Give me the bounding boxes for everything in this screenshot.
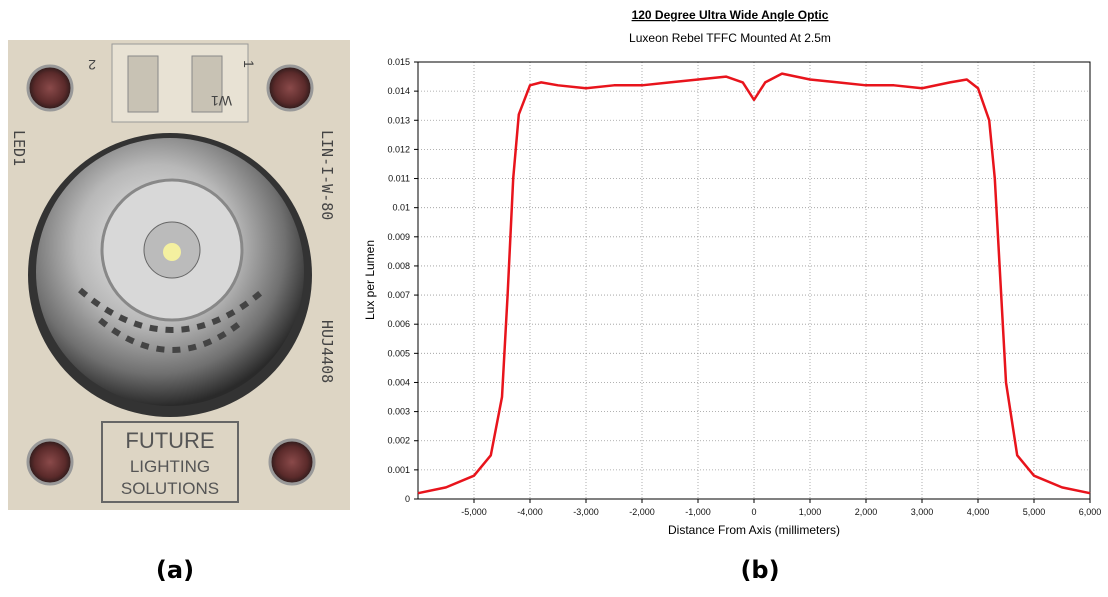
x-tick-label: 0 [751,507,756,517]
photo: FUTURE LIGHTING SOLUTIONS LED1 LIN-I-W-8… [8,40,350,510]
y-tick-label: 0.009 [387,232,410,242]
x-tick-label: 3,000 [911,507,934,517]
screw-hole [26,64,74,112]
y-tick-label: 0.005 [387,348,410,358]
x-tick-label: 4,000 [967,507,990,517]
pad [191,55,223,113]
screw-hole [26,438,74,486]
y-tick-label: 0.001 [387,465,410,475]
y-tick-label: 0.006 [387,319,410,329]
x-tick-label: -1,000 [685,507,711,517]
x-tick-label: 5,000 [1023,507,1046,517]
y-tick-label: 0.007 [387,290,410,300]
y-tick-label: 0.008 [387,261,410,271]
silkscreen: LED1 [10,130,28,166]
y-tick-label: 0 [405,494,410,504]
y-tick-label: 0.011 [388,174,410,184]
screw-hole [268,438,316,486]
x-tick-label: -2,000 [629,507,655,517]
logo-text: SOLUTIONS [121,479,219,498]
x-axis-label: Distance From Axis (millimeters) [668,523,840,537]
panel-label: (b) [740,556,779,584]
lens-slots [98,317,246,353]
chart-subtitle: Luxeon Rebel TFFC Mounted At 2.5m [629,31,831,45]
x-tick-label: 1,000 [799,507,822,517]
y-tick-label: 0.012 [387,144,410,154]
silkscreen: W1 [211,93,232,109]
pad [127,55,159,113]
y-tick-label: 0.002 [387,436,410,446]
y-axis-label: Lux per Lumen [363,240,377,320]
logo-text: LIGHTING [130,457,210,476]
y-tick-label: 0.004 [387,377,410,387]
panel-label: (a) [156,556,194,584]
y-tick-label: 0.015 [387,57,410,67]
screw-hole [266,64,314,112]
chart-title: 120 Degree Ultra Wide Angle Optic [632,8,829,22]
plot-frame [417,61,1091,500]
silkscreen: HUJ4408 [318,320,336,383]
y-tick-label: 0.013 [387,115,410,125]
y-tick-label: 0.003 [387,407,410,417]
data-line [417,72,1091,495]
silkscreen: 2 [88,57,96,73]
silkscreen: LIN-I-W-80 [318,130,336,220]
x-tick-label: -3,000 [573,507,599,517]
y-tick-label: 0.01 [392,203,410,213]
y-tick-label: 0.014 [387,86,410,96]
logo-box [101,421,239,503]
x-tick-label: 6,000 [1079,507,1102,517]
x-tick-label: -4,000 [517,507,543,517]
x-tick-label: -5,000 [461,507,487,517]
lens-slots [78,287,266,333]
led [163,243,181,261]
silkscreen: 1 [241,60,257,68]
x-tick-label: 2,000 [855,507,878,517]
logo-text: FUTURE [125,428,214,453]
